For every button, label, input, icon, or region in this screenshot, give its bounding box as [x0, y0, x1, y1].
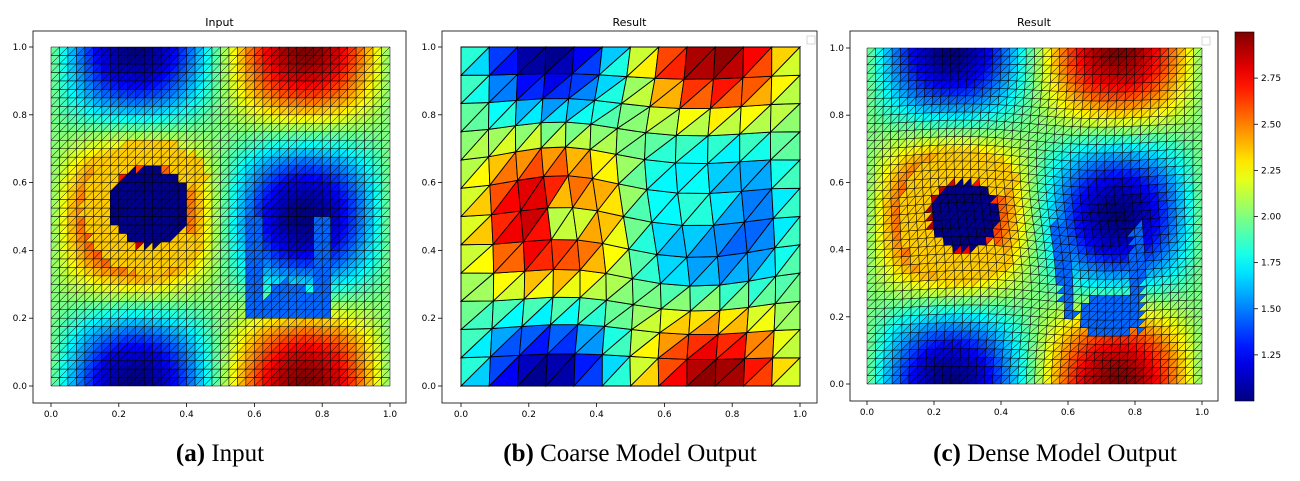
- panel-a-xtick-label: 0.8: [315, 410, 330, 420]
- panel-b-ytick-label: 0.2: [422, 314, 436, 324]
- panel-b-xtick-label: 1.0: [793, 410, 808, 420]
- panel-a-ytick-label: 0.8: [13, 111, 28, 121]
- panel-b-xtick-label: 0.8: [725, 410, 740, 420]
- panel-b-ytick-label: 0.4: [422, 246, 437, 256]
- panel-b-ytick-label: 0.8: [422, 111, 437, 121]
- panel-a: Input 0.0 0.2 0.4 0.6 0.8 1.0 0.0 0.2 0.4 0.6 0.8…: [13, 16, 407, 420]
- panel-a-xtick-label: 0.2: [112, 410, 126, 420]
- panel-c-mesh: [866, 47, 1203, 385]
- panel-c: Result 0.0 0.2 0.4 0.6 0.8 1.0 0.00.20.40.60.…: [830, 16, 1219, 418]
- panel-b-xtick-label: 0.6: [657, 410, 672, 420]
- panel-b: Result 0.0 0.2 0.4 0.6 0.8 1.0 0.00.20.40.60.…: [422, 16, 818, 420]
- panel-b-xticks: 0.0 0.2 0.4 0.6 0.8 1.0: [454, 403, 808, 420]
- panel-a-mesh: [50, 46, 391, 387]
- panel-b-yticks: 0.0 0.2 0.4 0.6 0.8 1.0: [422, 43, 442, 392]
- panel-b-mesh: [459, 45, 802, 388]
- panel-a-xtick-label: 0.4: [179, 410, 194, 420]
- panel-b-xtick-label: 0.2: [522, 410, 536, 420]
- panel-a-ytick-label: 1.0: [13, 43, 28, 53]
- panel-a-ytick-label: 0.2: [13, 314, 27, 324]
- panel-a-xtick-label: 1.0: [383, 410, 398, 420]
- panel-b-xtick-label: 0.0: [454, 410, 469, 420]
- panel-a-ytick-label: 0.4: [13, 246, 28, 256]
- panel-a-xtick-label: 0.6: [247, 410, 262, 420]
- panel-a-xticks: 0.0 0.2 0.4 0.6 0.8 1.0: [44, 403, 398, 420]
- panel-b-legend-box: [806, 35, 816, 45]
- panel-a-ytick-label: 0.6: [13, 179, 28, 189]
- panel-a-title: Input: [205, 16, 234, 29]
- panel-a-ytick-label: 0.0: [13, 382, 28, 392]
- panel-a-xtick-label: 0.0: [44, 410, 59, 420]
- panel-b-ytick-label: 1.0: [422, 43, 437, 53]
- panel-b-title: Result: [613, 16, 648, 29]
- panel-b-xtick-label: 0.4: [589, 410, 604, 420]
- panel-a-yticks: 0.0 0.2 0.4 0.6 0.8 1.0: [13, 43, 33, 392]
- panel-c-title: Result: [1017, 16, 1052, 29]
- panel-b-ytick-label: 0.0: [422, 382, 437, 392]
- panel-b-ytick-label: 0.6: [422, 179, 437, 189]
